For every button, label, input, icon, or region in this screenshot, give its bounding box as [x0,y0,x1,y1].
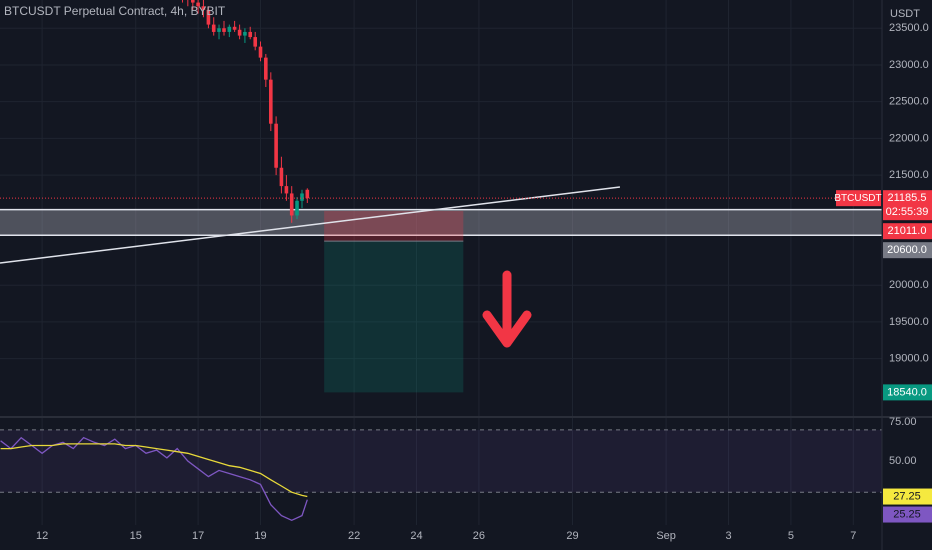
y-tick-label: 23000.0 [889,59,929,71]
stop-label-box [883,223,932,240]
candle-body [222,28,226,32]
candle-body [243,31,247,36]
last-price-box [883,190,932,221]
candles [182,0,310,223]
x-tick-label: 22 [348,530,360,542]
x-tick-label: 19 [254,530,266,542]
grid [0,0,882,525]
x-tick-label: 12 [36,530,48,542]
x-tick-label: 26 [473,530,485,542]
y-tick-label: 20000.0 [889,279,929,291]
symbol-label: BTCUSDT [834,193,881,204]
candle-body [295,200,299,216]
candle-body [196,2,200,7]
candle-body [269,79,273,124]
candle-body [191,0,195,3]
candle-body [201,6,206,10]
down-arrow [482,270,532,348]
marks [0,0,882,522]
x-tick-label: 7 [850,530,856,542]
candle-body [232,26,237,30]
zone [0,209,882,236]
symbol-box [836,190,881,207]
candle-body [258,46,263,58]
trendline [0,186,621,264]
value-label-box [883,506,932,523]
target-label-box [883,384,932,401]
y-tick-label: 50.00 [889,455,917,467]
labels: 12 15 17 19 22 24 26 29 Sep 3 5 7 23500.0 23000.0 2250… [36,22,932,542]
x-tick-label: 15 [130,530,142,542]
rsi-band [0,429,882,493]
candle-body [300,193,304,201]
chart-title: BTCUSDT Perpetual Contract, 4h, BYBIT [4,4,226,18]
candle-body [253,37,258,47]
x-tick-label: 29 [566,530,578,542]
candle-body [279,167,284,187]
candle-body [227,26,232,32]
candle-body [211,24,216,32]
y-tick-label: 22000.0 [889,132,929,144]
candle-body [217,28,221,32]
value-label: 25.25 [893,508,921,520]
stop-label: 21011.0 [888,225,927,237]
candle-body [206,9,211,25]
candle-body [248,31,253,38]
last-price-label: 21185.5 [888,192,927,204]
candle-body [289,193,294,216]
candle-body [284,186,289,194]
rsi-line [0,443,308,498]
target-label: 18540.0 [887,386,927,398]
axis-unit: USDT [890,8,920,20]
target-area [324,241,464,393]
x-tick-label: Sep [656,530,676,542]
x-tick-label: 3 [725,530,731,542]
x-tick-label: 5 [788,530,794,542]
y-tick-label: 19000.0 [889,353,929,365]
stop-area [324,210,464,242]
y-tick-label: 22500.0 [889,96,929,108]
entry-label-box [883,242,932,259]
candle-body [274,123,278,168]
y-tick-label: 19500.0 [889,316,929,328]
y-tick-label: 75.00 [889,416,917,428]
y-tick-label: 23500.0 [889,22,929,34]
candle-body [305,189,310,199]
countdown-label: 02:55:39 [886,206,929,218]
entry-label: 20600.0 [887,244,927,256]
y-tick-label: 21500.0 [889,169,929,181]
x-tick-label: 17 [192,530,204,542]
value-label-box [883,488,932,505]
candle-body [237,29,242,36]
candle-body [264,57,268,80]
value-label: 27.25 [893,490,921,502]
x-tick-label: 24 [410,530,422,542]
